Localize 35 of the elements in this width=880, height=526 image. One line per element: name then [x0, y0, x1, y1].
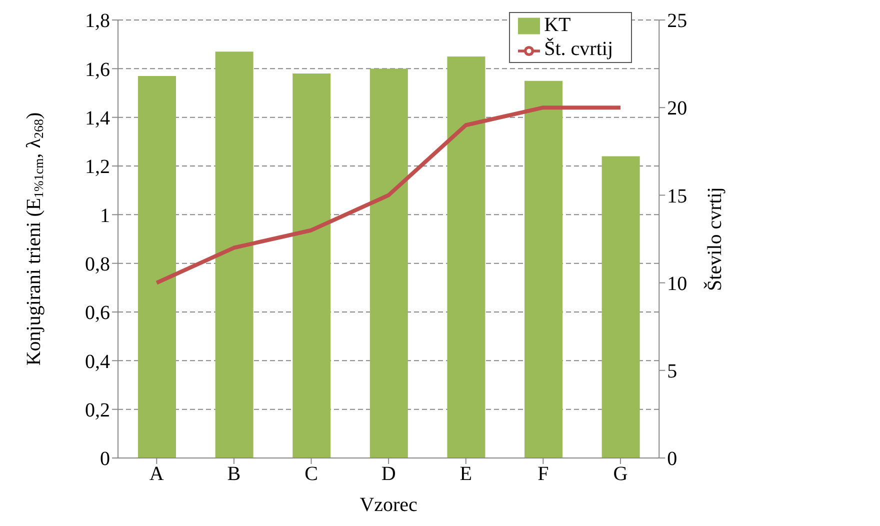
y-tick-label: 0,4 — [85, 350, 110, 373]
bar — [215, 52, 254, 458]
y2-tick-label: 25 — [667, 10, 688, 32]
y-tick-label: 1,6 — [85, 58, 110, 81]
y2-tick-label: 0 — [667, 448, 678, 470]
y-tick-label: 1 — [100, 204, 110, 227]
bar — [447, 56, 486, 458]
y-tick-label: 0 — [100, 448, 110, 470]
y-tick-label: 1,4 — [85, 107, 110, 130]
y2-tick-label: 10 — [667, 272, 688, 295]
legend-label: Št. cvrtij — [544, 38, 613, 60]
y-tick-label: 0,2 — [85, 399, 110, 422]
x-tick-label: A — [149, 463, 164, 486]
x-axis-title: Vzorec — [360, 494, 418, 516]
bar — [370, 68, 408, 458]
bar — [138, 76, 176, 458]
y2-axis-title: Število cvrtij — [703, 187, 726, 291]
x-tick-label: E — [460, 463, 472, 486]
y-tick-label: 1,8 — [85, 10, 110, 32]
y2-tick-label: 15 — [667, 185, 688, 208]
y-tick-label: 0,6 — [85, 302, 110, 324]
bar — [524, 80, 563, 458]
y2-tick-label: 5 — [667, 360, 678, 382]
bar — [602, 156, 640, 458]
y-tick-label: 1,2 — [85, 156, 110, 178]
x-tick-label: B — [227, 463, 241, 486]
x-tick-label: G — [613, 463, 628, 486]
y-tick-label: 0,8 — [85, 253, 110, 276]
x-tick-label: D — [381, 463, 396, 486]
bar — [292, 74, 331, 458]
line-series — [154, 106, 622, 285]
x-tick-label: F — [538, 463, 549, 486]
x-tick-label: C — [304, 463, 318, 486]
y2-tick-label: 20 — [667, 98, 688, 120]
legend-label: KT — [544, 14, 571, 36]
